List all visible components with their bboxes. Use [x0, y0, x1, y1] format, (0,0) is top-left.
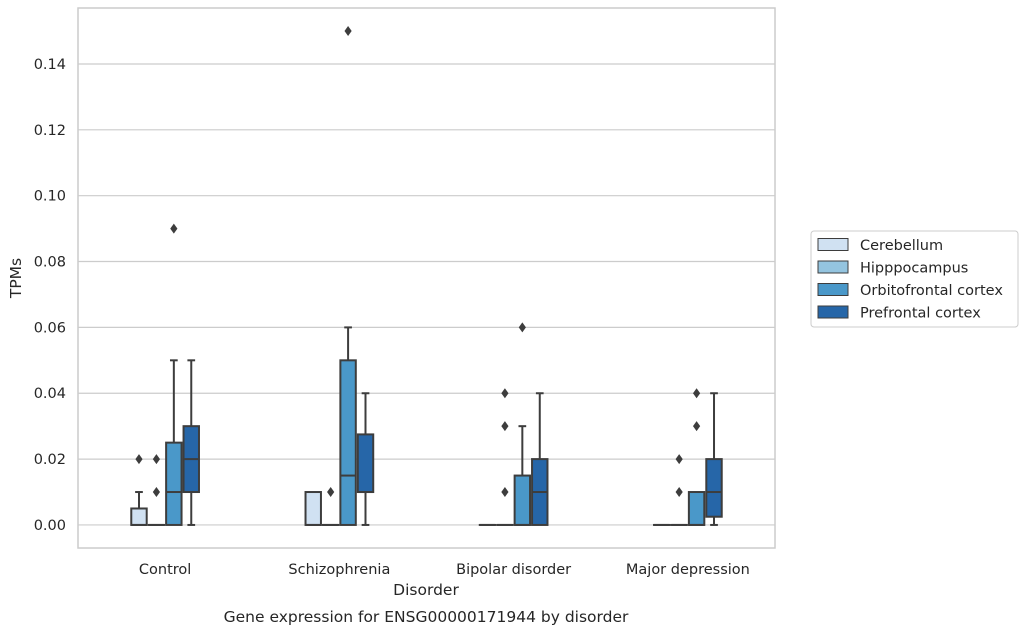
box-group — [531, 392, 549, 526]
box-rect — [339, 359, 357, 526]
box-group — [165, 223, 183, 526]
box-group — [147, 454, 166, 526]
outlier-point — [152, 487, 161, 498]
box-rect — [165, 441, 183, 526]
outlier-point — [675, 487, 683, 498]
y-tick-label: 0.10 — [34, 189, 66, 205]
legend-swatch — [817, 260, 849, 274]
box-rect — [705, 458, 723, 518]
box-group — [130, 454, 148, 526]
y-tick-label: 0.14 — [34, 57, 66, 73]
x-axis-label: Disorder — [393, 581, 459, 599]
outlier-point — [518, 322, 526, 333]
box-group — [687, 388, 706, 526]
outlier-point — [152, 454, 161, 465]
legend-swatch — [817, 238, 849, 251]
outlier-point — [692, 421, 701, 432]
y-axis-ticks: 0.00 0.02 0.04 0.06 0.08 0.10 0.12 0.14 — [34, 57, 66, 534]
y-tick-label: 0.04 — [34, 386, 66, 402]
box-group — [304, 491, 322, 526]
x-tick-label: Control — [139, 562, 191, 578]
outlier-point — [170, 223, 178, 234]
outlier-point — [327, 487, 335, 498]
box-group — [513, 322, 532, 526]
box-rect — [130, 507, 148, 526]
outlier-point — [692, 388, 701, 399]
box-group — [321, 487, 340, 526]
x-tick-label: Major depression — [626, 562, 750, 578]
box-group — [356, 392, 375, 526]
outlier-point — [501, 487, 509, 498]
boxes — [130, 26, 723, 526]
y-tick-label: 0.02 — [34, 452, 66, 468]
y-tick-label: 0.08 — [34, 255, 66, 271]
box-group — [670, 454, 688, 526]
y-tick-label: 0.12 — [34, 123, 66, 139]
legend-label: Cerebellum — [860, 238, 943, 254]
box-rect — [687, 491, 706, 526]
outlier-point — [344, 26, 352, 37]
y-tick-label: 0.06 — [34, 320, 66, 336]
y-tick-label: 0.00 — [34, 518, 66, 534]
legend-swatch — [817, 283, 849, 296]
box-group — [339, 26, 357, 526]
box-rect — [513, 474, 532, 526]
x-tick-label: Schizophrenia — [288, 562, 390, 578]
box-rect — [304, 491, 322, 526]
outlier-point — [135, 454, 143, 465]
chart-title: Gene expression for ENSG00000171944 by d… — [224, 608, 629, 626]
outlier-point — [501, 388, 509, 399]
legend: Cerebellum Hipppocampus Orbitofrontal cort… — [810, 230, 1019, 328]
legend-label: Prefrontal cortex — [860, 306, 981, 322]
outlier-point — [501, 421, 509, 432]
box-group — [182, 359, 200, 526]
x-axis-ticks: Control Schizophrenia Bipolar disorder Majo… — [139, 562, 750, 578]
y-axis-label: TPMs — [7, 258, 25, 299]
legend-frame — [810, 230, 1019, 328]
box-rect — [356, 433, 375, 494]
outlier-point — [675, 454, 683, 465]
box-group — [705, 392, 723, 526]
legend-swatch — [817, 305, 849, 319]
x-tick-label: Bipolar disorder — [456, 562, 571, 578]
legend-label: Orbitofrontal cortex — [860, 283, 1003, 299]
legend-items: Cerebellum Hipppocampus Orbitofrontal cort… — [817, 238, 1003, 322]
plot-area-frame — [77, 7, 776, 549]
legend-label: Hipppocampus — [860, 261, 968, 277]
box-group — [496, 388, 514, 526]
